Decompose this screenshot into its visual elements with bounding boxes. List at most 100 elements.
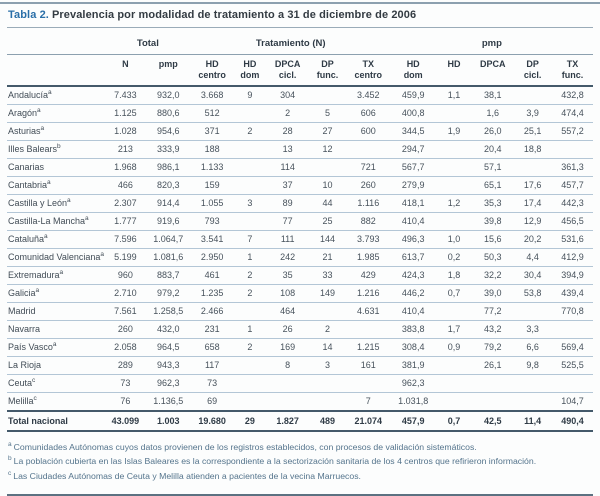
value-cell: 371 [190, 122, 234, 141]
footnotes: a Comunidades Autónomas cuyos datos provi… [7, 437, 593, 496]
value-cell: 962,3 [145, 374, 191, 393]
value-cell [472, 392, 514, 411]
value-cell: 770,8 [551, 302, 593, 321]
value-cell: 1,7 [435, 320, 473, 339]
value-cell: 466 [104, 176, 146, 195]
value-cell: 333,9 [145, 140, 191, 159]
value-cell [435, 356, 473, 375]
value-cell: 231 [190, 320, 234, 339]
value-cell: 279,9 [390, 176, 436, 195]
value-cell: 5 [309, 104, 346, 123]
value-cell [551, 320, 593, 339]
value-cell: 17,6 [513, 176, 552, 195]
value-cell: 2.058 [104, 338, 146, 357]
value-cell [309, 85, 346, 105]
group-tratamiento: Tratamiento (N) [190, 35, 391, 55]
value-cell: 21.074 [345, 409, 391, 432]
region-name: Ceutac [7, 374, 105, 393]
value-cell: 606 [345, 104, 391, 123]
table-row: Cantabriaa 466 820,3 159 37 10 260 279,9 65,1 17,… [7, 176, 593, 195]
prevalence-table: Total Tratamiento (N) pmp N pmp HD centro… [7, 35, 593, 432]
value-cell: 424,3 [390, 266, 436, 285]
value-cell: 793 [190, 212, 234, 231]
value-cell: 25 [309, 212, 346, 231]
value-cell: 1.064,7 [145, 230, 191, 249]
value-cell: 15,6 [472, 230, 514, 249]
value-cell [435, 374, 473, 393]
region-name: Cantabriaa [7, 176, 105, 195]
value-cell [513, 158, 552, 177]
footnote-marker: a [8, 440, 12, 448]
value-cell: 1.216 [345, 284, 391, 303]
value-cell [435, 212, 473, 231]
table-row: Canarias 1.968 986,1 1.133 114 721 567,7 57,1 36… [7, 158, 593, 177]
value-cell: 73 [190, 374, 234, 393]
table-row: Aragóna 1.125 880,6 512 2 5 606 400,8 1,6 3,9 474,… [7, 104, 593, 123]
table-row: Galiciaa 2.710 979,2 1.235 2 108 149 1.216 446,2… [7, 284, 593, 303]
value-cell: 429 [345, 266, 391, 285]
value-cell: 17,4 [513, 194, 552, 213]
value-cell [309, 158, 346, 177]
value-cell: 304 [266, 85, 310, 105]
value-cell: 7 [345, 392, 391, 411]
value-cell: 43,2 [472, 320, 514, 339]
value-cell: 149 [309, 284, 346, 303]
footnote-b: b La población cubierta en las Islas Bale… [8, 456, 592, 468]
group-total: Total [104, 35, 191, 55]
column-header-hd-dom: HD dom [233, 54, 267, 87]
value-cell: 188 [190, 140, 234, 159]
value-cell: 5.199 [104, 248, 146, 267]
value-cell: 1.125 [104, 104, 146, 123]
value-cell: 2.950 [190, 248, 234, 267]
value-cell: 10 [309, 176, 346, 195]
table-row: Navarra 260 432,0 231 1 26 2 383,8 1,7 43,2 3,3 [7, 320, 593, 339]
value-cell [435, 104, 473, 123]
value-cell: 3,3 [513, 320, 552, 339]
region-footnote-marker: a [85, 215, 89, 222]
value-cell: 1.968 [104, 158, 146, 177]
value-cell: 1,2 [435, 194, 473, 213]
value-cell: 2 [266, 104, 310, 123]
region-footnote-marker: b [57, 143, 61, 150]
value-cell: 76 [104, 392, 146, 411]
region-name: La Rioja [7, 356, 105, 375]
value-cell: 410,4 [390, 302, 436, 321]
value-cell: 531,6 [551, 230, 593, 249]
value-cell: 1.031,8 [390, 392, 436, 411]
value-cell: 308,4 [390, 338, 436, 357]
value-cell [266, 374, 310, 393]
value-cell: 9 [233, 85, 267, 105]
region-name: Castilla y Leóna [7, 194, 105, 213]
value-cell: 1,1 [435, 85, 473, 105]
value-cell [309, 392, 346, 411]
table-row: Andalucíaa 7.433 932,0 3.668 9 304 3.452 459,9 1… [7, 85, 593, 105]
region-footnote-marker: a [37, 107, 41, 114]
value-cell: 3.541 [190, 230, 234, 249]
table-row: Cataluñaa 7.596 1.064,7 3.541 7 111 144 3.793 49… [7, 230, 593, 249]
value-cell: 557,2 [551, 122, 593, 141]
value-cell: 114 [266, 158, 310, 177]
value-cell: 361,3 [551, 158, 593, 177]
value-cell [233, 158, 267, 177]
value-cell: 1.258,5 [145, 302, 191, 321]
value-cell: 11,4 [513, 409, 552, 432]
group-pmp: pmp [390, 35, 593, 55]
region-footnote-marker: a [44, 233, 48, 240]
value-cell: 0,7 [435, 284, 473, 303]
value-cell: 169 [266, 338, 310, 357]
table-row: Comunidad Valencianaa 5.199 1.081,6 2.950 1 2… [7, 248, 593, 267]
region-name: Cataluñaa [7, 230, 105, 249]
value-cell: 19.680 [190, 409, 234, 432]
region-name: País Vascoa [7, 338, 105, 357]
value-cell: 439,4 [551, 284, 593, 303]
value-cell: 38,1 [472, 85, 514, 105]
value-cell: 1,9 [435, 122, 473, 141]
value-cell [435, 302, 473, 321]
value-cell: 69 [190, 392, 234, 411]
value-cell: 0,7 [435, 409, 473, 432]
footnote-c: c Las Ciudades Autónomas de Ceuta y Melil… [8, 470, 592, 483]
value-cell: 412,9 [551, 248, 593, 267]
value-cell: 344,5 [390, 122, 436, 141]
value-cell: 39,0 [472, 284, 514, 303]
